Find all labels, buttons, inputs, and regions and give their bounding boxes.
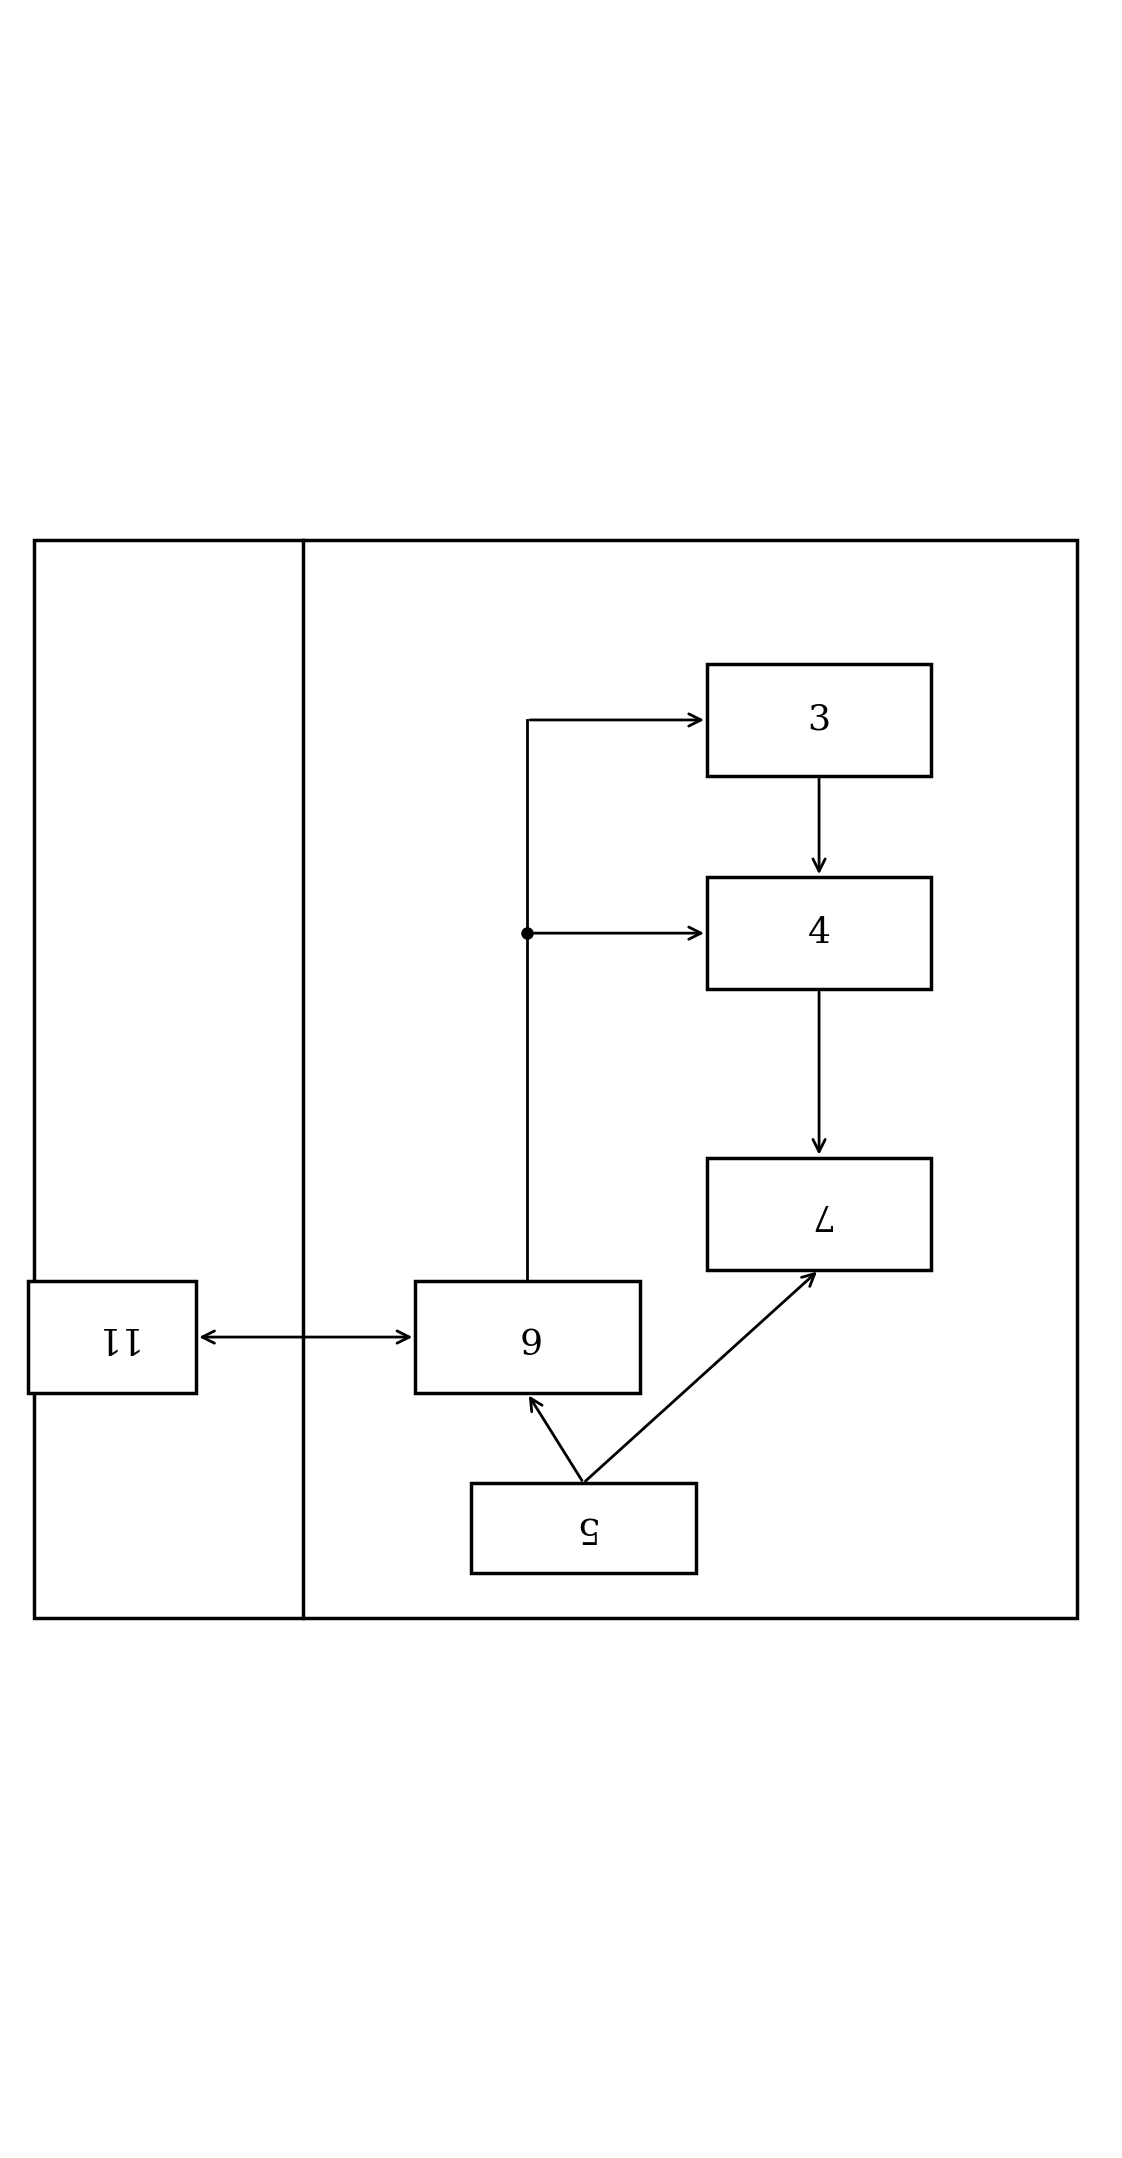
Text: 5: 5 [572,1511,595,1545]
Text: 3: 3 [808,704,830,738]
Text: 4: 4 [808,917,830,950]
Bar [707,665,931,777]
Text: 7: 7 [808,1198,830,1230]
Bar [28,1282,196,1394]
Bar [415,1282,640,1394]
Text: 6: 6 [516,1321,539,1353]
Bar [707,1157,931,1269]
Bar [707,876,931,988]
Bar [471,1483,696,1573]
Text: 11: 11 [90,1321,135,1353]
